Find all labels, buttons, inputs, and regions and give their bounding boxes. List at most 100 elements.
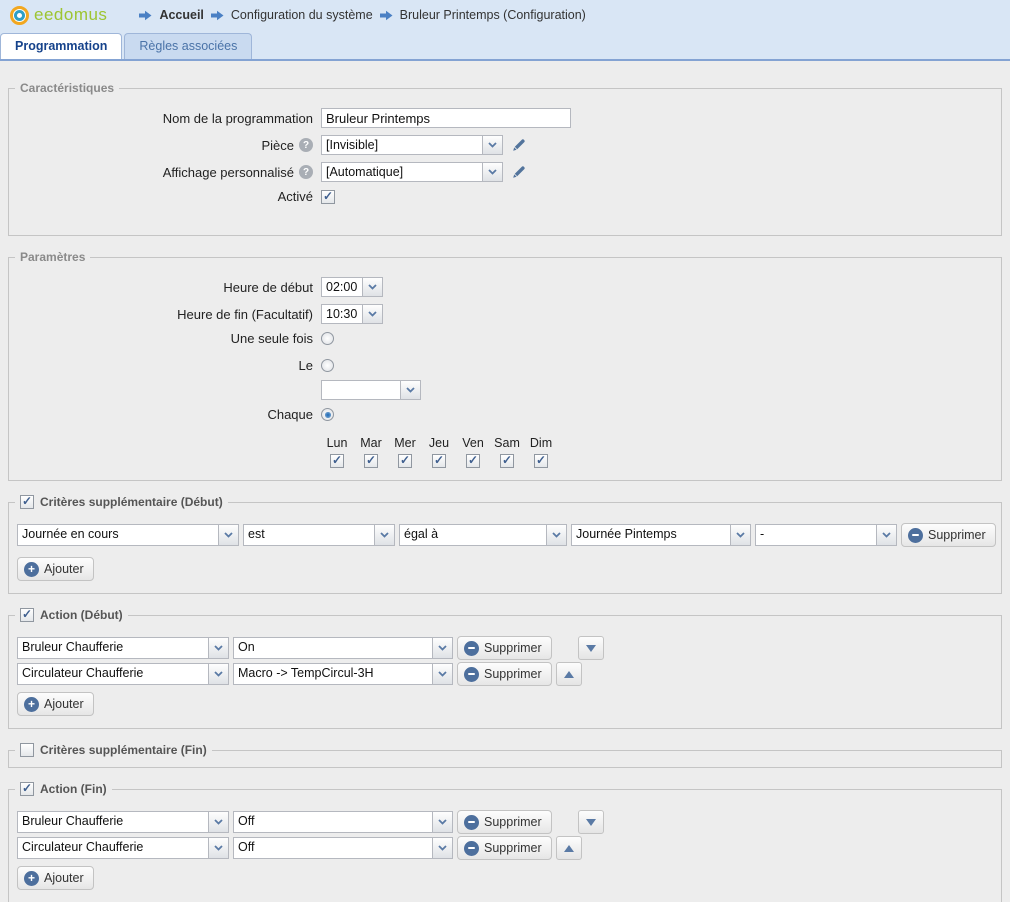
chevron-down-icon[interactable] xyxy=(730,525,750,545)
once-radio[interactable] xyxy=(321,332,334,345)
program-name-input[interactable] xyxy=(321,108,571,128)
criteres-debut-legend-text: Critères supplémentaire (Début) xyxy=(40,495,223,509)
day-checkbox-lun[interactable] xyxy=(330,454,344,468)
day-label: Sam xyxy=(494,436,520,450)
on-date-radio[interactable] xyxy=(321,359,334,372)
end-time-select[interactable]: 10:30 xyxy=(321,304,383,324)
day-checkbox-ven[interactable] xyxy=(466,454,480,468)
chevron-down-icon[interactable] xyxy=(876,525,896,545)
add-action-button[interactable]: + Ajouter xyxy=(17,866,94,890)
chevron-down-icon[interactable] xyxy=(482,163,502,181)
action-device-select[interactable]: Circulateur Chaufferie xyxy=(17,663,229,685)
chevron-down-icon[interactable] xyxy=(546,525,566,545)
breadcrumb-item-accueil[interactable]: Accueil xyxy=(159,8,204,22)
add-condition-button[interactable]: + Ajouter xyxy=(17,557,94,581)
section-criteres-debut-legend: Critères supplémentaire (Début) xyxy=(15,495,228,509)
minus-circle-icon xyxy=(908,527,923,543)
chevron-down-icon[interactable] xyxy=(208,838,228,858)
chevron-down-icon[interactable] xyxy=(400,381,420,399)
criteres-debut-checkbox[interactable] xyxy=(20,495,34,509)
condition-value-select[interactable]: Journée Pintemps xyxy=(571,524,751,546)
action-device-select[interactable]: Circulateur Chaufferie xyxy=(17,837,229,859)
delete-action-button[interactable]: Supprimer xyxy=(457,836,552,860)
chevron-down-icon[interactable] xyxy=(362,278,382,296)
day-checkbox-sam[interactable] xyxy=(500,454,514,468)
chevron-down-icon[interactable] xyxy=(432,838,452,858)
breadcrumb-item-configuration[interactable]: Configuration du système xyxy=(230,8,373,22)
chevron-down-icon[interactable] xyxy=(432,812,452,832)
date-select[interactable] xyxy=(321,380,421,400)
condition-row: Journée en cours est égal à Journée Pint… xyxy=(17,523,997,547)
eedomus-logo[interactable]: eedomus xyxy=(10,5,107,25)
delete-button-label: Supprimer xyxy=(928,528,986,542)
room-label-text: Pièce xyxy=(261,137,294,153)
chevron-down-icon[interactable] xyxy=(482,136,502,154)
day-col-lun: Lun xyxy=(325,436,349,468)
on-date-label: Le xyxy=(298,358,313,373)
add-action-button[interactable]: + Ajouter xyxy=(17,692,94,716)
delete-condition-button[interactable]: Supprimer xyxy=(901,523,996,547)
action-debut-checkbox[interactable] xyxy=(20,608,34,622)
display-select[interactable]: [Automatique] xyxy=(321,162,503,182)
help-icon[interactable]: ? xyxy=(299,138,313,152)
action-value-select[interactable]: Off xyxy=(233,811,453,833)
every-radio[interactable] xyxy=(321,408,334,421)
arrow-up-icon xyxy=(563,844,574,852)
action-device-select[interactable]: Bruleur Chaufferie xyxy=(17,811,229,833)
tab-regles-associees[interactable]: Règles associées xyxy=(124,33,253,59)
edit-display-icon[interactable] xyxy=(511,164,527,180)
day-col-mar: Mar xyxy=(359,436,383,468)
chevron-down-icon[interactable] xyxy=(208,664,228,684)
move-up-button[interactable] xyxy=(555,836,582,860)
chevron-down-icon[interactable] xyxy=(432,664,452,684)
action-value-select[interactable]: Macro -> TempCircul-3H xyxy=(233,663,453,685)
once-label: Une seule fois xyxy=(230,331,313,346)
start-time-select[interactable]: 02:00 xyxy=(321,277,383,297)
day-checkbox-mar[interactable] xyxy=(364,454,378,468)
day-checkbox-dim[interactable] xyxy=(534,454,548,468)
day-label: Dim xyxy=(529,436,553,450)
action-value-select[interactable]: On xyxy=(233,637,453,659)
tab-programmation[interactable]: Programmation xyxy=(0,33,123,59)
section-criteres-debut: Critères supplémentaire (Début) Journée … xyxy=(8,495,1002,594)
condition-operator-select[interactable]: est xyxy=(243,524,395,546)
delete-action-button[interactable]: Supprimer xyxy=(457,662,552,686)
section-caracteristiques: Caractéristiques Nom de la programmation… xyxy=(8,81,1002,236)
chevron-down-icon[interactable] xyxy=(374,525,394,545)
day-checkbox-jeu[interactable] xyxy=(432,454,446,468)
day-checkbox-mer[interactable] xyxy=(398,454,412,468)
delete-action-button[interactable]: Supprimer xyxy=(457,636,552,660)
enabled-checkbox[interactable] xyxy=(321,189,335,204)
action-row: Bruleur Chaufferie On Supprimer xyxy=(17,636,997,660)
action-device-value: Bruleur Chaufferie xyxy=(22,814,124,828)
move-up-button[interactable] xyxy=(555,662,582,686)
criteres-fin-checkbox[interactable] xyxy=(20,743,34,757)
condition-device-select[interactable]: Journée en cours xyxy=(17,524,239,546)
chevron-down-icon[interactable] xyxy=(362,305,382,323)
condition-extra-select[interactable]: - xyxy=(755,524,897,546)
room-select[interactable]: [Invisible] xyxy=(321,135,503,155)
condition-comparison-select[interactable]: égal à xyxy=(399,524,567,546)
chevron-down-icon[interactable] xyxy=(208,638,228,658)
logo-text: eedomus xyxy=(34,5,108,24)
action-value-select[interactable]: Off xyxy=(233,837,453,859)
delete-action-button[interactable]: Supprimer xyxy=(457,810,552,834)
action-debut-legend-text: Action (Début) xyxy=(40,608,123,622)
action-device-select[interactable]: Bruleur Chaufferie xyxy=(17,637,229,659)
action-value-value: Off xyxy=(238,814,255,828)
chevron-down-icon[interactable] xyxy=(218,525,238,545)
tab-bar: Programmation Règles associées xyxy=(0,30,1010,61)
help-icon[interactable]: ? xyxy=(299,165,313,179)
move-down-button[interactable] xyxy=(577,636,604,660)
edit-room-icon[interactable] xyxy=(511,137,527,153)
action-fin-checkbox[interactable] xyxy=(20,782,34,796)
action-device-value: Circulateur Chaufferie xyxy=(22,840,144,854)
chevron-down-icon[interactable] xyxy=(432,638,452,658)
chevron-down-icon[interactable] xyxy=(208,812,228,832)
move-down-button[interactable] xyxy=(577,810,604,834)
action-device-value: Circulateur Chaufferie xyxy=(22,666,144,680)
action-row: Circulateur Chaufferie Off Supprimer xyxy=(17,836,997,860)
app-header: eedomus Accueil Configuration du système… xyxy=(0,0,1010,30)
condition-operator-value: est xyxy=(248,527,265,541)
